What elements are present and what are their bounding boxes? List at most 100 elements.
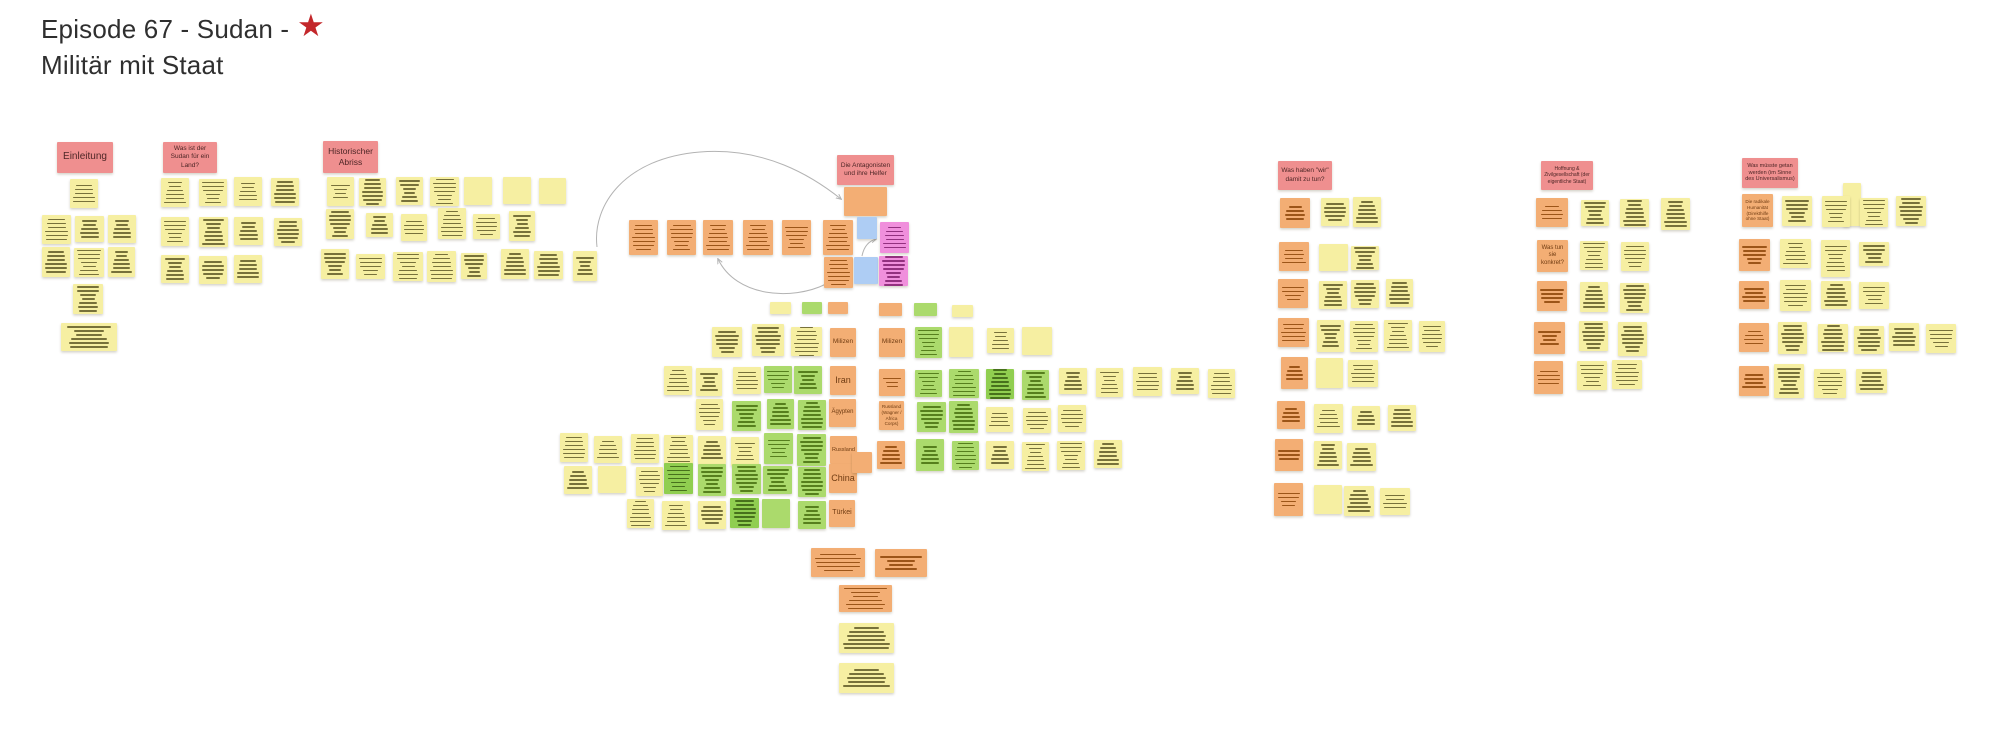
sticky-note[interactable] <box>1022 327 1052 355</box>
sticky-note[interactable] <box>952 305 973 317</box>
sticky-note[interactable] <box>427 251 456 282</box>
sticky-note[interactable] <box>1317 320 1344 352</box>
sticky-note[interactable] <box>1774 364 1804 398</box>
sticky-note[interactable] <box>1896 196 1926 226</box>
sticky-note[interactable] <box>1739 366 1769 396</box>
sticky-note[interactable] <box>1620 199 1649 227</box>
sticky-note[interactable] <box>274 218 302 246</box>
sticky-note[interactable] <box>560 433 588 462</box>
sticky-note[interactable] <box>1859 242 1889 266</box>
sticky-note[interactable] <box>1580 241 1608 270</box>
sticky-note[interactable] <box>430 177 459 206</box>
sticky-note[interactable] <box>1419 321 1445 352</box>
sticky-note[interactable] <box>732 464 761 494</box>
sticky-note[interactable] <box>879 369 905 396</box>
cluster-header-note[interactable]: Was ist der Sudan für ein Land? <box>163 142 217 173</box>
sticky-note[interactable] <box>1171 368 1199 394</box>
sticky-note[interactable] <box>1277 401 1305 429</box>
sticky-note[interactable] <box>857 217 877 239</box>
sticky-note[interactable] <box>1275 439 1303 471</box>
sticky-note[interactable] <box>852 452 872 473</box>
sticky-note[interactable] <box>1384 320 1412 351</box>
sticky-note[interactable] <box>1274 483 1303 516</box>
sticky-note[interactable] <box>501 249 529 279</box>
cluster-header-note[interactable]: Was haben "wir" damit zu tun? <box>1278 161 1332 190</box>
sticky-note[interactable] <box>733 367 761 394</box>
sticky-note[interactable] <box>1023 408 1051 433</box>
sticky-note[interactable] <box>732 401 761 431</box>
sticky-note[interactable] <box>1208 369 1235 398</box>
sticky-note[interactable] <box>393 252 423 281</box>
sticky-note[interactable] <box>1022 370 1049 400</box>
sticky-note[interactable] <box>271 178 299 206</box>
sticky-note[interactable] <box>461 253 487 279</box>
sticky-note[interactable] <box>949 369 979 398</box>
sticky-note[interactable] <box>1854 326 1884 354</box>
sticky-note[interactable] <box>1859 282 1889 309</box>
sticky-note[interactable] <box>509 211 535 241</box>
sticky-note[interactable] <box>627 499 654 528</box>
sticky-note[interactable] <box>1778 322 1807 354</box>
sticky-note[interactable] <box>880 222 909 253</box>
sticky-note[interactable] <box>770 302 791 314</box>
sticky-note[interactable] <box>1386 279 1413 307</box>
sticky-note[interactable] <box>823 220 853 255</box>
sticky-note[interactable] <box>1022 442 1049 471</box>
sticky-note[interactable] <box>199 179 227 206</box>
sticky-note[interactable] <box>762 499 790 528</box>
sticky-note[interactable] <box>74 248 104 277</box>
sticky-note[interactable] <box>1856 369 1887 393</box>
sticky-note[interactable] <box>573 251 597 281</box>
label-note[interactable]: Russland (Wagner / Africa Corps) <box>879 401 904 430</box>
sticky-note[interactable] <box>1661 198 1690 230</box>
sticky-note[interactable] <box>1618 322 1647 356</box>
sticky-note[interactable] <box>839 623 894 653</box>
sticky-note[interactable] <box>636 467 663 496</box>
sticky-note[interactable] <box>949 401 978 433</box>
sticky-note[interactable] <box>915 370 942 397</box>
sticky-note[interactable] <box>1822 196 1850 227</box>
sticky-note[interactable] <box>986 369 1014 399</box>
sticky-note[interactable] <box>879 303 902 316</box>
cluster-header-note[interactable]: Einleitung <box>57 142 113 173</box>
sticky-note[interactable] <box>598 466 626 493</box>
sticky-note[interactable] <box>564 466 592 494</box>
cluster-header-note[interactable]: Historischer Abriss <box>323 141 378 173</box>
sticky-note[interactable] <box>1580 282 1608 312</box>
sticky-note[interactable] <box>473 214 500 239</box>
sticky-note[interactable] <box>798 467 826 497</box>
sticky-note[interactable] <box>1319 244 1348 271</box>
sticky-note[interactable] <box>1058 405 1086 432</box>
sticky-note[interactable] <box>764 433 793 464</box>
sticky-note[interactable] <box>782 220 811 255</box>
label-note[interactable]: Ägypten <box>829 399 856 427</box>
sticky-note[interactable] <box>234 255 262 283</box>
sticky-note[interactable] <box>534 251 563 279</box>
sticky-note[interactable] <box>875 549 927 577</box>
sticky-note[interactable] <box>798 400 826 430</box>
sticky-note[interactable] <box>1534 361 1563 394</box>
sticky-note[interactable] <box>1352 406 1380 430</box>
sticky-note[interactable] <box>1612 360 1642 389</box>
sticky-note[interactable] <box>161 178 189 207</box>
label-note[interactable]: Iran <box>830 366 856 395</box>
sticky-note[interactable] <box>698 464 726 496</box>
sticky-note[interactable] <box>698 501 726 529</box>
sticky-note[interactable] <box>1821 281 1851 309</box>
sticky-note[interactable] <box>1926 324 1956 353</box>
sticky-note[interactable] <box>326 209 354 239</box>
sticky-note[interactable] <box>1280 198 1310 228</box>
sticky-note[interactable] <box>629 220 658 255</box>
sticky-note[interactable] <box>234 177 262 206</box>
sticky-note[interactable] <box>879 256 908 286</box>
sticky-note[interactable] <box>917 402 946 432</box>
sticky-note[interactable] <box>828 302 848 314</box>
sticky-note[interactable] <box>915 327 942 358</box>
sticky-note[interactable] <box>1814 369 1846 398</box>
sticky-note[interactable] <box>503 177 531 204</box>
sticky-note[interactable] <box>1351 280 1379 308</box>
sticky-note[interactable] <box>234 217 263 245</box>
sticky-note[interactable] <box>839 585 892 612</box>
label-note[interactable]: Die radikale Humanität (Direkthilfe ohne… <box>1742 194 1773 227</box>
sticky-note[interactable] <box>1278 279 1308 308</box>
